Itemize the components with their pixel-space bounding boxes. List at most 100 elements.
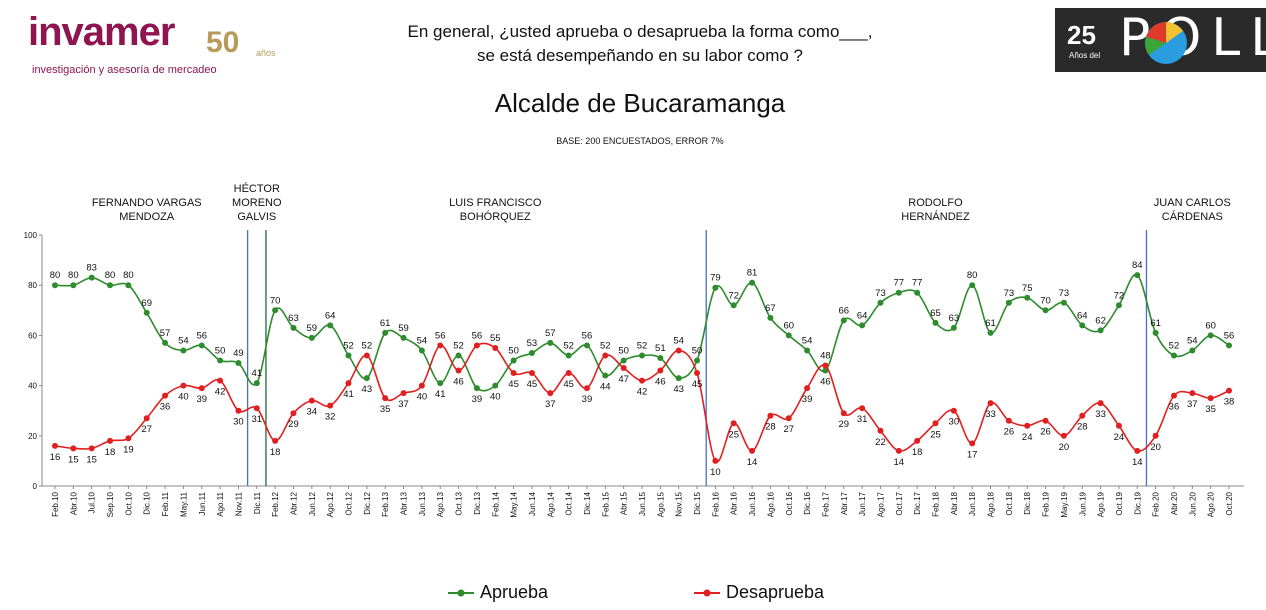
chart-subtitle: BASE: 200 ENCUESTADOS, ERROR 7% [556, 136, 724, 146]
data-point-aprueba [455, 352, 462, 359]
data-label-aprueba: 43 [362, 384, 373, 395]
x-tick-label: Feb.20 [1152, 491, 1161, 516]
data-point-desaprueba [675, 347, 682, 354]
data-label-desaprueba: 22 [875, 437, 886, 448]
data-point-desaprueba [969, 440, 976, 447]
data-label-desaprueba: 29 [838, 419, 849, 430]
data-point-aprueba [345, 352, 352, 359]
data-point-desaprueba [327, 402, 334, 409]
data-point-aprueba [639, 352, 645, 359]
data-point-aprueba [1226, 342, 1232, 349]
y-tick-label: 60 [28, 331, 37, 340]
period-label: BOHÓRQUEZ [460, 210, 531, 223]
period-label: HÉCTOR [234, 182, 280, 195]
legend-label-aprueba: Aprueba [480, 582, 549, 602]
poll-badge-number: 25 [1067, 20, 1096, 50]
period-label: MORENO [232, 197, 282, 209]
data-label-aprueba: 80 [105, 270, 116, 281]
data-label-aprueba: 40 [490, 392, 501, 403]
data-label-aprueba: 57 [160, 328, 171, 339]
data-point-desaprueba [510, 370, 517, 377]
logo-years-suffix: años [256, 48, 276, 58]
data-label-desaprueba: 38 [1224, 397, 1235, 408]
data-point-aprueba [418, 347, 425, 354]
data-point-desaprueba [382, 395, 389, 402]
data-point-aprueba [217, 357, 224, 364]
data-point-aprueba [162, 339, 169, 346]
data-point-desaprueba [895, 447, 902, 454]
x-tick-label: Abr.16 [730, 491, 739, 515]
x-tick-label: Feb.12 [271, 491, 280, 516]
data-label-desaprueba: 24 [1022, 432, 1033, 443]
data-label-desaprueba: 18 [912, 447, 923, 458]
data-point-aprueba [290, 324, 297, 331]
x-tick-label: Oct.17 [895, 491, 904, 515]
data-point-desaprueba [657, 367, 664, 374]
data-label-aprueba: 50 [508, 346, 519, 357]
data-point-aprueba [877, 299, 884, 306]
data-point-aprueba [1207, 332, 1214, 339]
data-label-desaprueba: 25 [728, 429, 739, 440]
data-point-desaprueba [749, 447, 756, 454]
data-point-aprueba [1079, 322, 1086, 329]
x-tick-label: Feb.17 [821, 491, 830, 516]
x-tick-label: Ago.15 [656, 491, 665, 517]
data-label-aprueba: 65 [930, 308, 941, 319]
question-line-1: En general, ¿usted aprueba o desaprueba … [407, 22, 873, 41]
data-label-aprueba: 73 [1059, 288, 1070, 299]
data-point-desaprueba [272, 437, 279, 444]
data-point-aprueba [1152, 329, 1159, 336]
data-point-desaprueba [528, 370, 535, 377]
x-tick-label: Dic.17 [913, 491, 922, 514]
y-tick-label: 20 [28, 432, 37, 441]
data-label-aprueba: 56 [582, 330, 593, 341]
data-point-desaprueba [290, 410, 297, 417]
data-point-aprueba [382, 329, 389, 336]
data-point-aprueba [70, 282, 77, 289]
data-point-aprueba [859, 322, 866, 329]
x-tick-label: Dic.19 [1133, 491, 1142, 514]
data-label-desaprueba: 26 [1040, 427, 1051, 438]
data-label-desaprueba: 39 [802, 394, 813, 405]
logo-years: 50 [206, 26, 240, 59]
data-point-aprueba [125, 282, 132, 289]
x-tick-label: Jun.12 [308, 491, 317, 516]
series-line-aprueba [54, 273, 1230, 392]
data-label-aprueba: 46 [820, 377, 831, 388]
x-tick-label: Dic.15 [693, 491, 702, 514]
period-label: CÁRDENAS [1162, 210, 1223, 223]
data-point-aprueba [363, 375, 370, 382]
data-point-desaprueba [950, 407, 957, 414]
x-tick-label: Abr.10 [69, 491, 78, 515]
data-label-desaprueba: 25 [930, 429, 941, 440]
data-point-desaprueba [1024, 422, 1031, 429]
data-label-desaprueba: 24 [1114, 432, 1125, 443]
data-label-aprueba: 83 [86, 263, 97, 274]
data-point-desaprueba [52, 442, 58, 449]
data-label-desaprueba: 28 [765, 422, 776, 433]
data-point-aprueba [1134, 272, 1141, 279]
chart-title: Alcalde de Bucaramanga [494, 88, 786, 118]
period-label: LUIS FRANCISCO [449, 197, 542, 209]
data-point-desaprueba [620, 365, 627, 372]
x-tick-label: Jun.18 [968, 491, 977, 516]
data-point-desaprueba [1189, 390, 1196, 397]
data-point-desaprueba [602, 352, 609, 359]
data-point-desaprueba [822, 362, 829, 369]
data-point-aprueba [492, 382, 499, 389]
data-label-aprueba: 80 [967, 270, 978, 281]
data-label-desaprueba: 55 [490, 333, 501, 344]
x-tick-label: Ago.12 [326, 491, 335, 517]
legend-label-desaprueba: Desaprueba [726, 582, 825, 602]
data-point-aprueba [473, 385, 480, 392]
data-label-desaprueba: 31 [857, 414, 868, 425]
data-point-aprueba [198, 342, 205, 349]
data-label-aprueba: 56 [1224, 330, 1235, 341]
data-label-aprueba: 57 [545, 328, 556, 339]
x-tick-label: Oct.16 [785, 491, 794, 515]
x-tick-label: Ago.19 [1097, 491, 1106, 517]
x-tick-label: Feb.19 [1042, 491, 1051, 516]
data-point-desaprueba [363, 352, 370, 359]
data-label-aprueba: 52 [453, 340, 464, 351]
data-point-desaprueba [400, 390, 407, 397]
